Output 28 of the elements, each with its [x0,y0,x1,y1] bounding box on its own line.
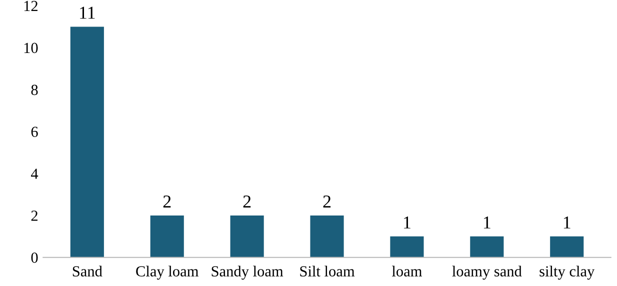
data-label: 11 [80,6,95,19]
data-label: 2 [323,195,331,208]
data-label: 1 [564,216,570,228]
bar [310,215,344,258]
bar [70,26,104,258]
bar [390,236,424,258]
x-tick-label: silty clay [540,266,595,280]
data-label: 1 [484,216,490,228]
data-label: 2 [243,195,251,208]
y-tick-label: 6 [31,126,38,138]
data-label: 1 [404,216,410,228]
y-tick-label: 2 [31,210,38,221]
data-label: 2 [163,195,171,208]
x-tick-label: Clay loam [136,266,198,280]
y-tick-label: 10 [24,42,38,54]
x-tick-label: loamy sand [452,266,522,280]
x-tick-label: Silt loam [300,266,355,276]
y-tick-label: 0 [31,252,38,263]
y-tick-label: 4 [30,168,38,179]
y-tick-label: 8 [31,84,38,96]
bar [470,236,504,258]
y-tick-label: 12 [24,0,38,12]
bar [230,215,264,258]
x-tick-label: loam [392,266,422,276]
bar [150,215,184,258]
bar [550,236,584,258]
x-tick-label: Sand [72,266,102,276]
x-tick-label: Sandy loam [212,266,284,280]
